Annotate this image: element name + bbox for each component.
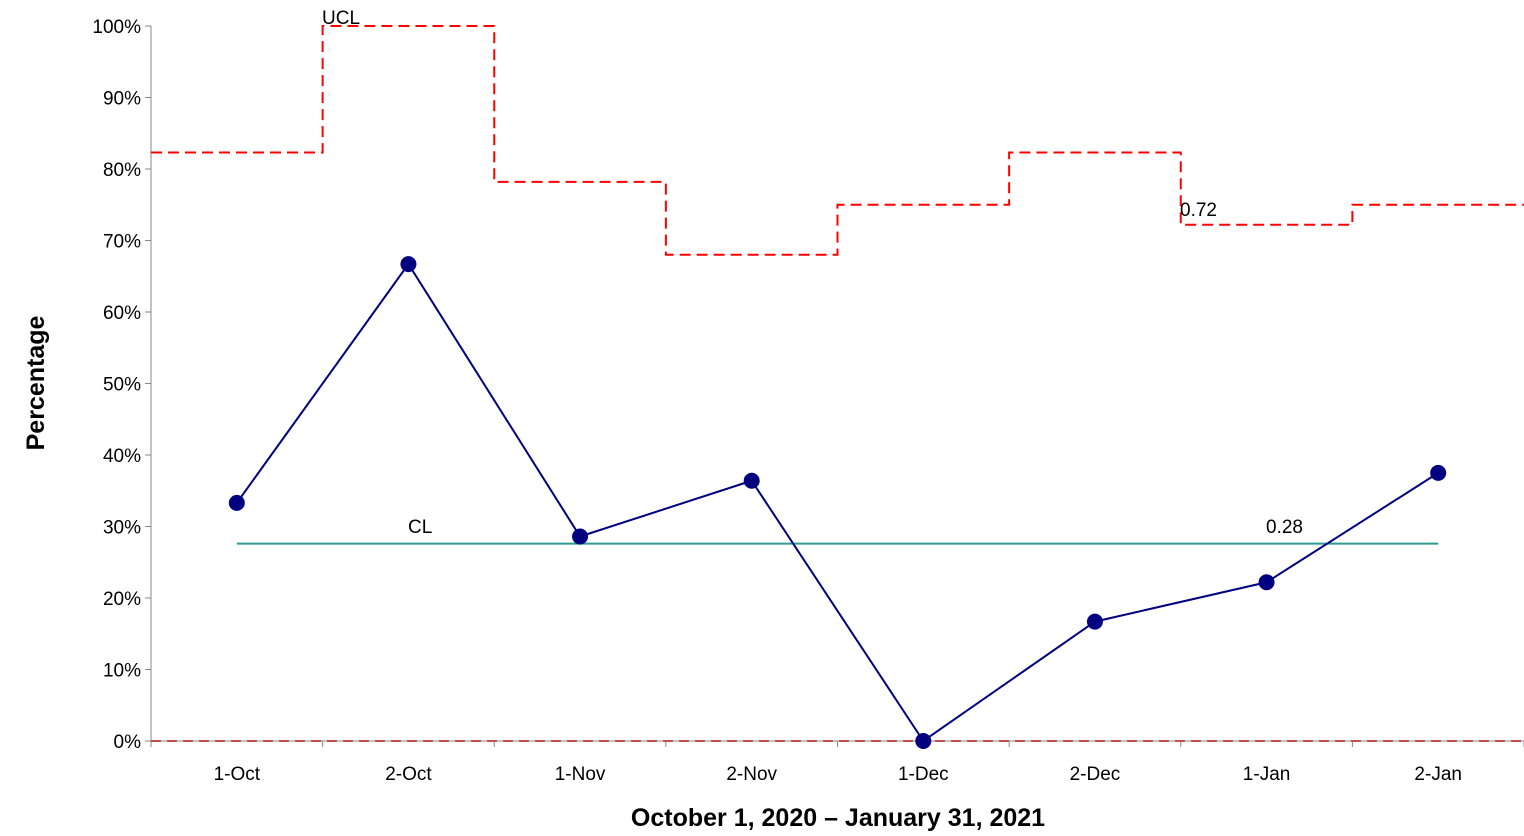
- ucl-label: UCL: [322, 8, 360, 29]
- data-point: [1430, 464, 1447, 481]
- x-axis-title: October 1, 2020 – January 31, 2021: [631, 804, 1045, 832]
- data-point: [228, 494, 245, 511]
- x-tick-label: 1-Dec: [898, 764, 949, 785]
- data-point: [743, 472, 760, 489]
- data-point: [915, 733, 932, 749]
- x-tick-label: 2-Jan: [1414, 764, 1462, 785]
- x-tick-label: 2-Oct: [385, 764, 432, 785]
- y-tick-label: 70%: [103, 232, 141, 253]
- y-tick-label: 40%: [103, 446, 141, 467]
- x-tick-label: 2-Dec: [1070, 764, 1121, 785]
- cl-value-label: 0.28: [1266, 517, 1303, 538]
- y-tick-label: 100%: [92, 17, 141, 38]
- annotations: UCL 0.72 CL 0.28: [322, 8, 1303, 538]
- data-point: [400, 256, 417, 273]
- ucl-step-line: [151, 25, 1524, 256]
- y-tick-label: 0%: [114, 732, 142, 753]
- data-points: [228, 256, 1447, 749]
- y-tick-label: 50%: [103, 375, 141, 396]
- y-tick-label: 20%: [103, 589, 141, 610]
- x-axis-ticks: 1-Oct 2-Oct 1-Nov 2-Nov 1-Dec 2-Dec 1-Jan 2-Jan: [150, 741, 1524, 785]
- data-point: [572, 528, 589, 545]
- y-tick-label: 80%: [103, 160, 141, 181]
- y-tick-label: 90%: [103, 89, 141, 110]
- cl-label: CL: [408, 517, 432, 538]
- x-tick-label: 1-Nov: [555, 764, 606, 785]
- y-tick-label: 10%: [103, 661, 141, 682]
- data-series-line: [236, 262, 1439, 743]
- y-tick-label: 60%: [103, 303, 141, 324]
- x-tick-label: 1-Jan: [1243, 764, 1291, 785]
- series-lines: [151, 25, 1524, 743]
- data-point: [1086, 613, 1103, 630]
- x-tick-label: 2-Nov: [726, 764, 777, 785]
- y-axis-title: Percentage: [22, 316, 50, 451]
- axes: [150, 26, 1524, 742]
- y-axis-ticks: 0% 10% 20% 30% 40% 50% 60% 70% 80% 90% 100%: [92, 17, 151, 753]
- y-tick-label: 30%: [103, 518, 141, 539]
- data-point: [1258, 574, 1275, 591]
- ucl-value-label: 0.72: [1180, 200, 1217, 221]
- x-tick-label: 1-Oct: [214, 764, 261, 785]
